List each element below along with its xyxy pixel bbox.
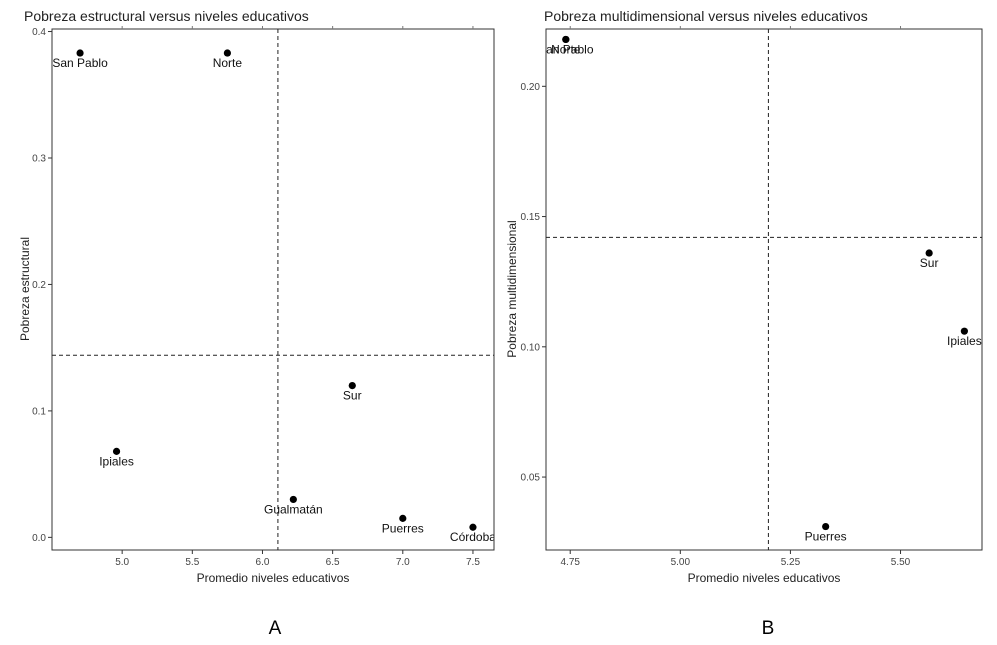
panel-a: Pobreza estructural versus niveles educa…: [18, 8, 496, 639]
panel-a-x-tick-label: 5.5: [185, 557, 199, 568]
panel-b-point-label-sur: Sur: [920, 256, 939, 270]
panel-a-x-tick-label: 6.0: [256, 557, 270, 568]
panel-a-point-label-norte: Norte: [213, 56, 243, 70]
panel-a-point-puerres: [399, 514, 407, 522]
panel-b-y-tick-label: 0.20: [521, 82, 541, 93]
panel-a-point-label-puerres: Puerres: [382, 521, 424, 535]
panel-a-point-label-san-pablo: San Pablo: [52, 56, 108, 70]
panel-a-points: San Pablo Norte Sur Ipiales Gualmatán Puerres…: [52, 29, 496, 550]
panel-a-x-tick-label: 5.0: [115, 557, 129, 568]
panel-b-y-tick-label: 0.05: [521, 473, 541, 484]
panel-a-letter: A: [269, 618, 282, 639]
panel-b-y-tick-label: 0.15: [521, 212, 541, 223]
panel-b-x-tick-label: 5.00: [671, 557, 691, 568]
panel-b: Pobreza multidimensional versus niveles …: [505, 8, 983, 639]
panel-b-point-label-norte: Norte: [551, 42, 581, 56]
panel-b-y-axis-label: Pobreza multidimensional: [505, 220, 519, 357]
panel-a-point-label-ipiales: Ipiales: [99, 454, 134, 468]
panel-a-y-axis-label: Pobreza estructural: [18, 237, 32, 341]
panel-b-x-tick-label: 5.50: [891, 557, 911, 568]
panel-a-point-córdoba: [469, 523, 477, 531]
panel-a-y-tick-label: 0.4: [32, 27, 46, 38]
panel-b-plot-frame: [545, 28, 983, 551]
panel-b-point-label-san-pablo: San Pablo: [538, 42, 594, 56]
panel-a-y-tick-label: 0.0: [32, 533, 46, 544]
panel-b-point-label-puerres: Puerres: [805, 530, 847, 544]
panel-b-point-puerres: [822, 522, 830, 531]
panel-b-x-axis-label: Promedio niveles educativos: [688, 571, 841, 585]
panel-a-y-tick-label: 0.1: [32, 406, 46, 417]
panel-b-point-norte: [562, 35, 570, 44]
panel-a-y-tick-label: 0.3: [32, 153, 46, 164]
panel-a-point-label-córdoba: Córdoba: [450, 530, 496, 544]
panel-b-point-label-ipiales: Ipiales: [947, 334, 982, 348]
panel-a-point-sur: [348, 382, 356, 390]
panel-a-point-gualmatán: [289, 495, 297, 504]
panel-b-ticks: 4.75 5.00 5.25 5.50 0.05 0.10 0.15 0.20: [521, 26, 911, 568]
panel-b-x-tick-label: 5.25: [781, 557, 801, 568]
panel-a-ticks: 5.0 5.5 6.0 6.5 7.0 7.5 0.0 0.1 0.2 0.3 0.4: [32, 26, 480, 568]
panel-b-x-tick-label: 4.75: [560, 557, 580, 568]
panel-a-point-ipiales: [112, 447, 121, 455]
panel-a-point-san-pablo: [76, 49, 84, 57]
panel-a-point-label-gualmatán: Gualmatán: [264, 502, 323, 516]
panel-b-point-sur: [925, 249, 933, 257]
panel-b-letter: B: [762, 618, 775, 639]
panel-b-title: Pobreza multidimensional versus niveles …: [544, 8, 868, 24]
panel-a-point-label-sur: Sur: [343, 389, 362, 403]
panel-a-x-axis-label: Promedio niveles educativos: [197, 571, 350, 585]
panel-a-y-tick-label: 0.2: [32, 280, 46, 291]
panel-b-y-tick-label: 0.10: [521, 342, 541, 353]
panel-a-title: Pobreza estructural versus niveles educa…: [24, 8, 309, 24]
panel-a-plot-frame: [51, 28, 495, 551]
panel-a-x-tick-label: 7.0: [396, 557, 410, 568]
panel-b-point-ipiales: [960, 327, 968, 335]
panel-a-x-tick-label: 6.5: [326, 557, 340, 568]
panel-a-x-tick-label: 7.5: [466, 557, 480, 568]
panel-a-point-norte: [223, 49, 231, 57]
